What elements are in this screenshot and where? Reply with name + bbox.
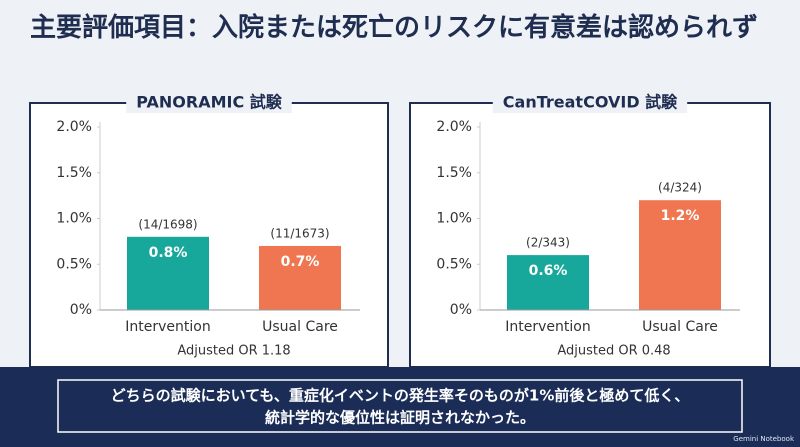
- slide-title: 主要評価項目：入院または死亡のリスクに有意差は認められず: [30, 13, 759, 43]
- annotation: (11/1673): [270, 226, 329, 240]
- panel-title: CanTreatCOVID 試験: [503, 93, 678, 112]
- y-tick-label: 0%: [450, 302, 472, 318]
- value-label: 0.6%: [529, 263, 568, 279]
- value-label: 0.7%: [281, 254, 320, 270]
- bar: [127, 236, 209, 310]
- y-tick-label: 1.5%: [436, 165, 472, 181]
- footer-text: どちらの試験においても、重症化イベントの発生率そのものが1%前後と極めて低く、: [111, 387, 690, 405]
- panel: [29, 102, 389, 368]
- y-tick-label: 1.0%: [56, 211, 92, 227]
- value-label: 0.8%: [149, 245, 188, 261]
- value-label: 1.2%: [661, 208, 700, 224]
- footer-box: [57, 379, 743, 433]
- x-tick-label: Intervention: [125, 319, 210, 335]
- y-tick-label: 1.0%: [436, 211, 472, 227]
- footer-text: 統計学的な優位性は証明されなかった。: [265, 409, 535, 427]
- x-tick-label: Usual Care: [642, 319, 718, 335]
- y-tick-label: 0.5%: [436, 256, 472, 272]
- panel-title-bg: [492, 93, 688, 113]
- bar: [259, 245, 341, 310]
- y-tick-label: 0%: [70, 302, 92, 318]
- panel-title: PANORAMIC 試験: [136, 93, 283, 112]
- y-tick-label: 1.5%: [56, 165, 92, 181]
- x-tick-label: Usual Care: [262, 319, 338, 335]
- annotation: (14/1698): [138, 217, 197, 231]
- bar: [639, 200, 721, 310]
- watermark: Gemini Notebook: [733, 435, 795, 443]
- x-tick-label: Intervention: [505, 319, 590, 335]
- note: Adjusted OR 0.48: [557, 344, 670, 359]
- annotation: (4/324): [658, 181, 702, 195]
- panel-title-bg: [126, 93, 292, 113]
- footer-band: [0, 367, 800, 447]
- y-tick-label: 2.0%: [56, 119, 92, 135]
- bar: [507, 255, 589, 310]
- y-tick-label: 0.5%: [56, 256, 92, 272]
- y-tick-label: 2.0%: [436, 119, 472, 135]
- annotation: (2/343): [526, 236, 570, 250]
- note: Adjusted OR 1.18: [177, 344, 290, 359]
